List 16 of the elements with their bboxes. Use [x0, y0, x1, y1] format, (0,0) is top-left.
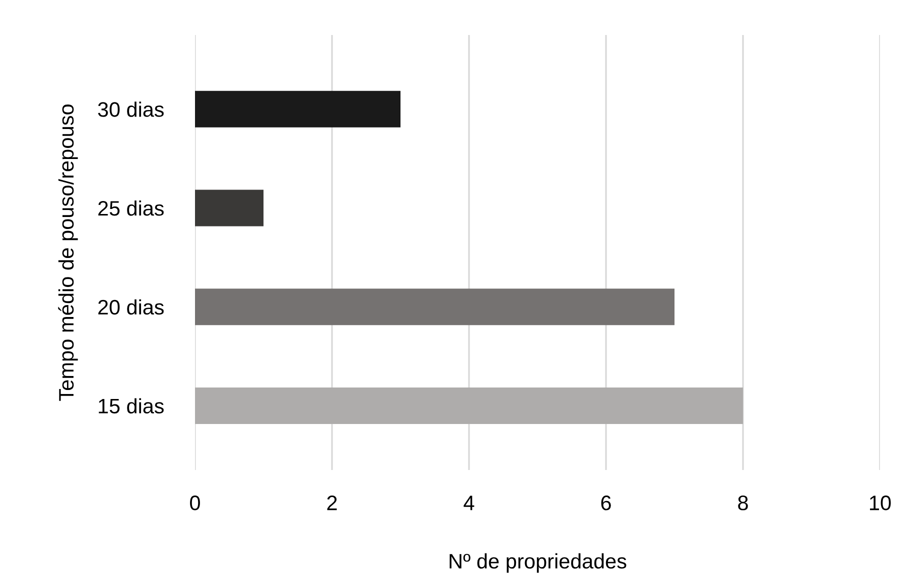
bar — [195, 288, 674, 326]
x-tick-label: 2 — [327, 496, 337, 510]
y-tick-label: 15 dias — [98, 398, 164, 414]
y-axis-title: Tempo médio de pouso/repouso — [58, 104, 78, 401]
x-tick-label: 4 — [464, 496, 474, 510]
x-tick-label: 10 — [870, 496, 891, 510]
y-tick-label: 25 dias — [98, 200, 164, 216]
bar — [195, 387, 743, 424]
y-tick-label: 20 dias — [98, 299, 164, 315]
x-tick-label: 6 — [601, 496, 611, 510]
x-axis-title: Nº de propriedades — [450, 553, 626, 573]
x-tick-label: 0 — [190, 496, 200, 510]
bar — [195, 90, 400, 128]
x-tick-label: 8 — [738, 496, 748, 510]
bar — [195, 190, 264, 226]
y-tick-label: 30 dias — [98, 102, 164, 117]
